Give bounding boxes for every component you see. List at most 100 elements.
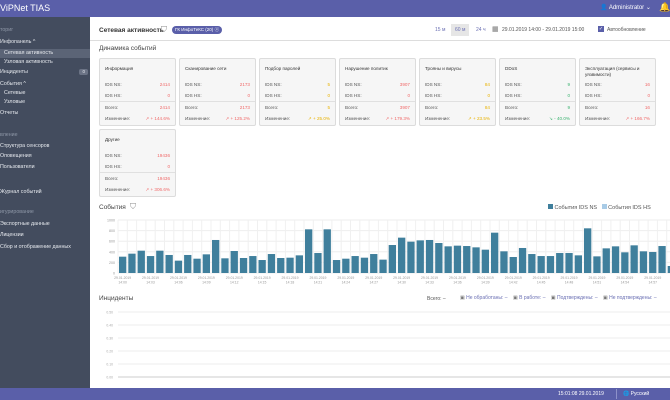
- bar[interactable]: [379, 259, 387, 273]
- sidebar-item[interactable]: Сетевая активность: [0, 49, 90, 58]
- bar[interactable]: [174, 260, 183, 273]
- bar[interactable]: [472, 247, 480, 273]
- bar[interactable]: [146, 256, 155, 273]
- sidebar-item[interactable]: События ^: [0, 80, 90, 89]
- bar[interactable]: [463, 246, 471, 273]
- bar[interactable]: [416, 240, 424, 273]
- bar[interactable]: [528, 254, 536, 273]
- bar[interactable]: [239, 258, 248, 273]
- bar[interactable]: [565, 253, 573, 273]
- sidebar-item[interactable]: Узловая активность: [0, 58, 90, 67]
- bar[interactable]: [602, 248, 610, 273]
- bar[interactable]: [323, 229, 331, 273]
- event-card[interactable]: DDoS IDS NS: 9 IDS HS: 0 Всего: 9 Изменение: ↘ -…: [499, 58, 576, 126]
- bar[interactable]: [277, 258, 285, 273]
- bar[interactable]: [305, 229, 313, 273]
- bar[interactable]: [667, 266, 670, 273]
- bar[interactable]: [212, 239, 220, 273]
- bar[interactable]: [128, 253, 136, 273]
- auto-refresh-checkbox[interactable]: ✓: [598, 26, 604, 32]
- bar[interactable]: [500, 251, 508, 273]
- bar[interactable]: [388, 245, 396, 273]
- bar[interactable]: [611, 246, 620, 273]
- sidebar-item[interactable]: Сетевые: [0, 89, 90, 98]
- bar[interactable]: [351, 256, 359, 273]
- close-icon[interactable]: ⓧ: [214, 27, 220, 32]
- bar[interactable]: [574, 255, 582, 273]
- bar[interactable]: [556, 253, 564, 273]
- event-card[interactable]: Другие IDS NS: 19436 IDS HS: 0 Всего: 19436 Изм…: [99, 129, 176, 197]
- sidebar-item[interactable]: Структура сенсоров: [0, 142, 90, 151]
- filter-icon[interactable]: ⛉: [161, 25, 167, 34]
- language-selector[interactable]: 🌐 Русский: [623, 391, 650, 397]
- bar[interactable]: [584, 228, 592, 273]
- sidebar-item[interactable]: Сбор и отображение данных: [0, 243, 90, 252]
- status-unprocessed[interactable]: Не обработаны: –: [466, 295, 508, 301]
- sidebar-item[interactable]: Отчеты: [0, 109, 90, 118]
- bar[interactable]: [221, 258, 229, 273]
- filter-chip[interactable]: ГК ИнфоТеКС (20) ⓧ: [172, 26, 223, 34]
- bar[interactable]: [491, 232, 499, 273]
- bar[interactable]: [370, 254, 378, 273]
- bar[interactable]: [398, 237, 406, 273]
- sidebar-item[interactable]: Инциденты 0: [0, 68, 90, 77]
- bar[interactable]: [453, 245, 462, 273]
- bar[interactable]: [444, 246, 452, 273]
- bar[interactable]: [332, 260, 341, 273]
- range-24h[interactable]: 24 ч: [476, 27, 486, 33]
- bar[interactable]: [425, 239, 434, 273]
- bar[interactable]: [286, 257, 294, 273]
- bar[interactable]: [156, 250, 164, 273]
- bar[interactable]: [593, 256, 601, 273]
- bar[interactable]: [639, 251, 648, 273]
- bar[interactable]: [230, 251, 238, 273]
- legend-hs[interactable]: События IDS HS: [608, 205, 651, 211]
- event-card[interactable]: Трояны и вирусы IDS NS: 84 IDS HS: 0 Всего: 84…: [419, 58, 496, 126]
- bar[interactable]: [407, 241, 415, 273]
- sidebar-item[interactable]: Лицензии: [0, 231, 90, 240]
- bar[interactable]: [621, 252, 629, 273]
- bar[interactable]: [481, 249, 489, 273]
- range-15m[interactable]: 15 м: [435, 27, 446, 33]
- event-card[interactable]: Эксплуатация (сервисы и уязвимости) IDS N…: [579, 58, 656, 126]
- events-filter-icon[interactable]: ⛉: [130, 202, 136, 211]
- bar[interactable]: [630, 245, 638, 273]
- event-card[interactable]: Нарушение политик IDS NS: 3907 IDS HS: 0 Всег…: [339, 58, 416, 126]
- status-confirmed[interactable]: Подтверждены: –: [557, 295, 598, 301]
- bar[interactable]: [249, 256, 257, 273]
- bar[interactable]: [360, 257, 369, 273]
- bar[interactable]: [295, 255, 303, 273]
- sidebar-item[interactable]: Пользователи: [0, 163, 90, 172]
- event-card[interactable]: Сканирование сети IDS NS: 2173 IDS HS: 0 Всег…: [179, 58, 256, 126]
- bar[interactable]: [258, 260, 266, 273]
- bar[interactable]: [165, 254, 173, 273]
- bar[interactable]: [137, 250, 145, 273]
- bar[interactable]: [202, 254, 210, 273]
- bar[interactable]: [658, 246, 666, 273]
- event-card[interactable]: Подбор паролей IDS NS: 5 IDS HS: 0 Всего: 5 Изм…: [259, 58, 336, 126]
- bell-icon[interactable]: 🔔: [659, 2, 670, 12]
- sidebar-item[interactable]: Экспортные данные: [0, 220, 90, 229]
- range-60m[interactable]: 60 м: [451, 24, 470, 36]
- bar[interactable]: [537, 256, 545, 273]
- bar[interactable]: [509, 256, 517, 273]
- sidebar-item[interactable]: Оповещения: [0, 152, 90, 161]
- bar[interactable]: [193, 258, 201, 273]
- sidebar-item[interactable]: Журнал событий: [0, 188, 90, 197]
- bar[interactable]: [119, 256, 127, 273]
- bar[interactable]: [649, 252, 657, 273]
- user-menu[interactable]: 👤 Administrator ⌄: [600, 5, 651, 11]
- status-not-confirmed[interactable]: Не подтверждены: –: [609, 295, 657, 301]
- bar[interactable]: [518, 247, 527, 273]
- bar[interactable]: [184, 254, 192, 273]
- bar[interactable]: [314, 253, 322, 273]
- sidebar-item[interactable]: Узловые: [0, 98, 90, 107]
- bar[interactable]: [435, 243, 443, 273]
- bar[interactable]: [546, 256, 555, 273]
- date-range[interactable]: 29.01.2019 14:00 - 29.01.2019 15:00: [502, 27, 585, 33]
- calendar-icon[interactable]: ▦: [492, 26, 499, 33]
- bar[interactable]: [267, 254, 276, 273]
- bar[interactable]: [342, 258, 350, 273]
- sidebar-item[interactable]: Инфопанель ^: [0, 38, 90, 47]
- legend-ns[interactable]: События IDS NS: [554, 205, 598, 211]
